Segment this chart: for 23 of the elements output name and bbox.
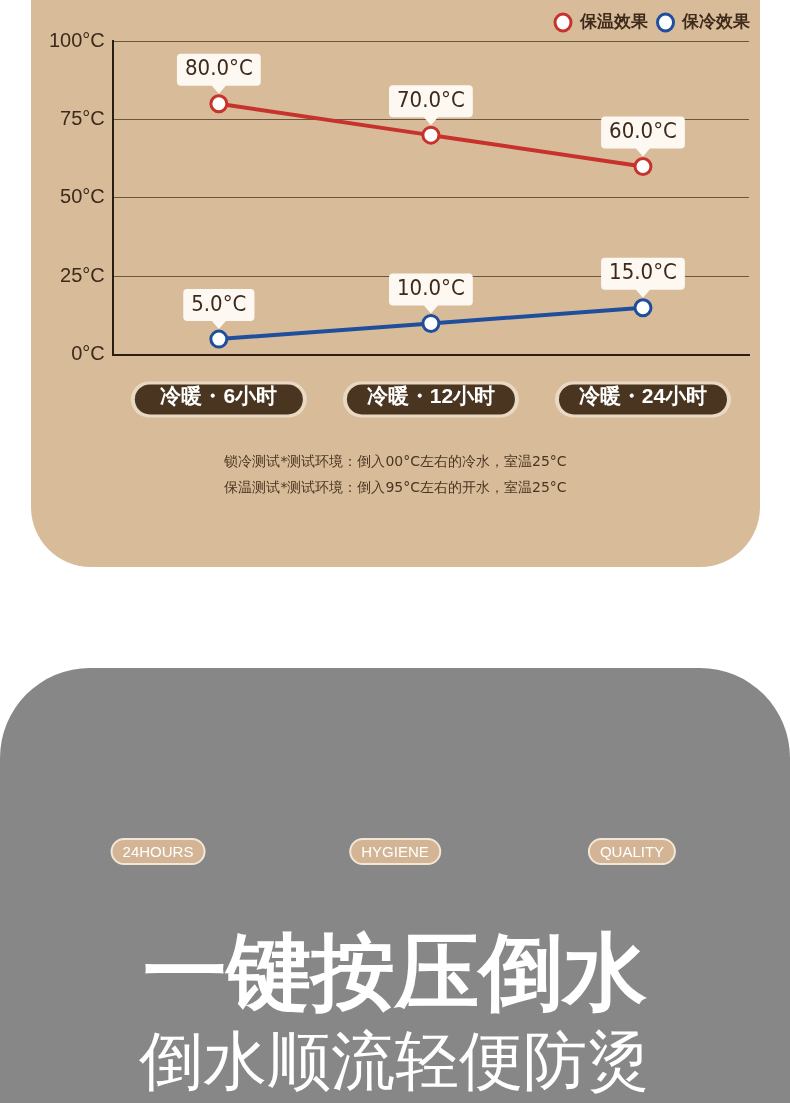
text: QUALITY	[587, 838, 677, 865]
legend-label: 保温效果	[578, 12, 649, 32]
text: HYGIENE	[349, 838, 441, 865]
point	[633, 298, 653, 318]
point	[209, 329, 229, 349]
text: 一键按压倒水	[143, 922, 647, 1021]
legend-label: 保冷效果	[681, 12, 751, 32]
point	[209, 94, 229, 114]
y-tick-label: 75°C	[60, 106, 105, 129]
y-tick-label: 0°C	[71, 342, 105, 365]
text: 24HOURS	[110, 838, 206, 865]
x-tick-label: 冷暖・24小时	[578, 384, 708, 408]
point	[421, 313, 441, 333]
text: 倒水顺流轻便防烫	[139, 1024, 651, 1098]
text: 锁冷测试*测试环境：倒入00°C左右的冷水，室温25°C	[223, 452, 568, 471]
y-tick-label: 50°C	[60, 185, 105, 208]
y-tick-label: 25°C	[60, 263, 105, 286]
text: 保温测试*测试环境：倒入95°C左右的开水，室温25°C	[223, 478, 568, 497]
y-tick-label: 100°C	[49, 28, 105, 51]
point	[633, 157, 653, 177]
point	[421, 125, 441, 145]
x-tick-label: 冷暖・12小时	[366, 384, 496, 408]
x-tick-label: 冷暖・6小时	[160, 384, 278, 408]
